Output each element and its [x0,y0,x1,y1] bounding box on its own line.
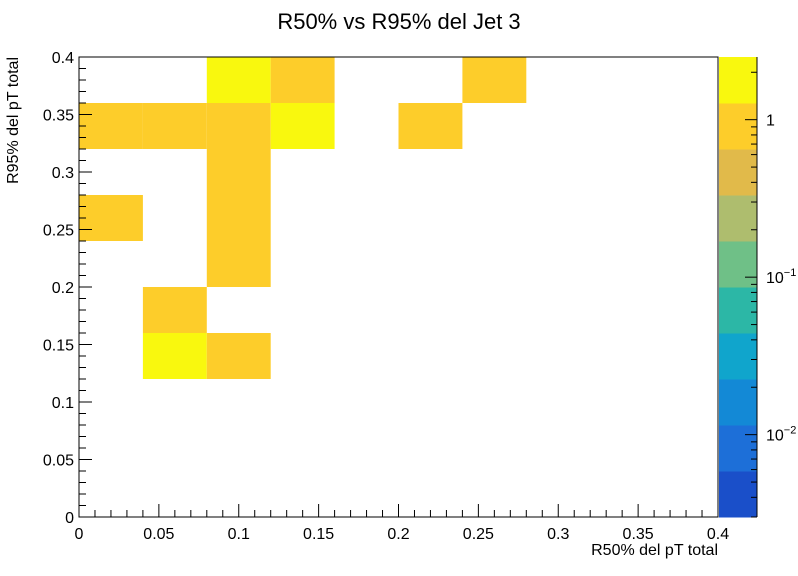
color-scale-swatch [719,287,757,334]
color-scale: 1 10−1 10−2 [719,57,796,518]
y-axis-title: R95% del pT total [5,57,22,184]
heatmap-cell [206,57,271,103]
y-axis: 0 0.05 0.1 0.15 0.2 0.25 0.3 0.35 0.4 [43,50,92,527]
x-axis: 0 0.05 0.1 0.15 0.2 0.25 0.3 0.35 0.4 [75,504,729,543]
y-tick-label: 0.35 [43,108,74,125]
color-scale-swatch [719,333,757,380]
heatmap-cell [270,57,335,103]
x-tick-label: 0 [75,526,84,543]
x-tick-label: 0.3 [547,526,569,543]
heatmap-cell [270,103,335,149]
heatmap-cell [142,333,207,379]
color-scale-swatch [719,57,757,104]
heatmap-cell [142,287,207,333]
y-tick-label: 0.15 [43,338,74,355]
color-scale-swatch [719,425,757,472]
y-tick-label: 0.05 [43,453,74,470]
x-tick-label: 0.2 [387,526,409,543]
color-scale-swatch [719,379,757,426]
x-axis-title: R50% del pT total [591,542,718,559]
x-tick-label: 0.05 [143,526,174,543]
color-scale-label: 1 [766,113,775,130]
x-tick-label: 0.35 [623,526,654,543]
color-scale-swatch [719,471,757,518]
heatmap-cell [142,103,207,149]
color-scale-label: 10−1 [766,267,796,287]
y-tick-label: 0.25 [43,223,74,240]
y-tick-label: 0 [65,510,74,527]
color-scale-swatch [719,149,757,196]
color-scale-swatch [719,103,757,150]
heatmap-cell [398,103,463,149]
heatmap-cell [206,333,271,379]
heatmap-cell [462,57,527,103]
heatmap-cell [206,103,271,149]
chart-title: R50% vs R95% del Jet 3 [277,9,520,34]
color-scale-swatch [719,195,757,242]
color-scale-label: 10−2 [766,425,796,445]
heatmap-cell [206,149,271,195]
y-tick-label: 0.3 [52,165,74,182]
x-tick-label: 0.1 [228,526,250,543]
x-tick-label: 0.25 [463,526,494,543]
color-scale-swatch [719,241,757,288]
heatmap-cell [206,241,271,287]
heatmap-cell [79,103,143,149]
x-tick-label: 0.4 [707,526,729,543]
y-tick-label: 0.4 [52,50,74,67]
y-tick-label: 0.1 [52,395,74,412]
y-tick-label: 0.2 [52,280,74,297]
heatmap-cell [79,195,143,241]
heatmap-cell [206,195,271,241]
x-tick-label: 0.15 [303,526,334,543]
heatmap-cells [79,57,527,379]
